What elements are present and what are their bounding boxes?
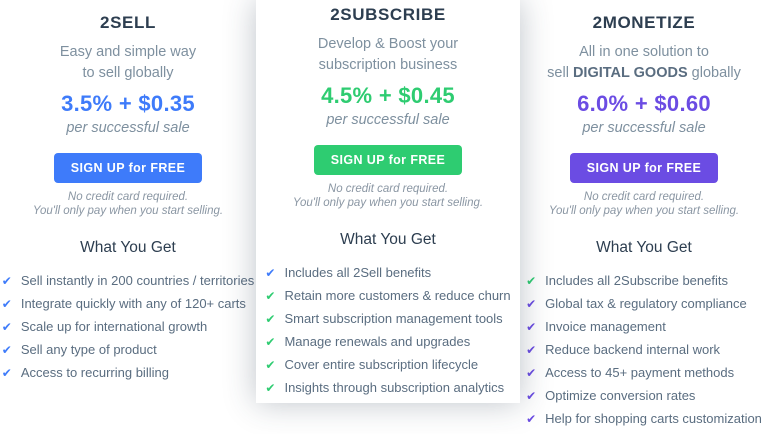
feature-text: Access to 45+ payment methods [545,365,735,380]
check-icon [265,288,275,304]
feature-text: Includes all 2Subscribe benefits [545,273,728,288]
list-item: Reduce backend internal work [526,342,762,358]
feature-text: Invoice management [545,319,666,334]
plan-description: Develop & Boost your subscription busines… [256,34,520,76]
list-item: Scale up for international growth [2,319,254,335]
features-title: What You Get [596,239,692,256]
features-list: Sell instantly in 200 countries / territ… [2,273,254,388]
plan-description-line: All in one solution to [579,44,709,60]
list-item: Invoice management [526,319,762,335]
check-icon [2,296,12,312]
disclaimer-line: No credit card required. [67,191,189,203]
check-icon [526,342,536,358]
plan-title: 2MONETIZE [592,13,696,32]
plan-description-line: Easy and simple way [59,44,197,60]
disclaimer: No credit card required. You'll only pay … [520,191,768,218]
list-item: Insights through subscription analytics [265,380,510,396]
feature-text: Includes all 2Sell benefits [284,265,432,280]
feature-text: Insights through subscription analytics [284,380,505,395]
feature-text: Reduce backend internal work [545,342,721,357]
disclaimer-line: No credit card required. [327,183,449,195]
check-icon [265,334,275,350]
list-item: Help for shopping carts customization [526,411,762,427]
feature-text: Access to recurring billing [20,365,169,380]
list-item: Manage renewals and upgrades [265,334,510,350]
plan-description: All in one solution to sell DIGITAL GOODS… [520,42,768,84]
check-icon [2,365,12,381]
disclaimer-line: You'll only pay when you start selling. [292,196,484,209]
plan-title: 2SELL [100,13,156,32]
list-item: Includes all 2Subscribe benefits [526,273,762,289]
price-note: per successful sale [326,112,450,128]
disclaimer: No credit card required. You'll only pay … [0,191,256,218]
check-icon [526,319,536,335]
feature-text: Cover entire subscription lifecycle [284,357,479,372]
plan-price: 4.5% + $0.45 [321,83,455,108]
sign-up-button[interactable]: SIGN UP for FREE [313,145,463,175]
list-item: Sell instantly in 200 countries / territ… [2,273,254,289]
check-icon [2,342,12,358]
list-item: Integrate quickly with any of 120+ carts [2,296,254,312]
features-title: What You Get [340,231,436,248]
plan-description-line: globally [687,65,741,81]
plan-title: 2SUBSCRIBE [330,5,446,24]
plan-price: 6.0% + $0.60 [577,91,711,116]
check-icon [265,265,275,281]
feature-text: Sell any type of product [20,342,157,357]
plan-card-2monetize: 2MONETIZE All in one solution to sell DIG… [520,0,768,426]
check-icon [526,273,536,289]
plan-description-highlight: DIGITAL GOODS [572,65,688,81]
check-icon [526,296,536,312]
check-icon [526,388,536,404]
disclaimer-line: You'll only pay when you start selling. [32,204,224,217]
check-icon [265,357,275,373]
feature-text: Help for shopping carts customization [545,411,762,426]
check-icon [265,311,275,327]
plan-card-2sell: 2SELL Easy and simple way to sell globall… [0,0,256,403]
features-list: Includes all 2Sell benefits Retain more … [265,265,510,403]
disclaimer-line: You'll only pay when you start selling. [548,204,740,217]
list-item: Sell any type of product [2,342,254,358]
plan-description-line: to sell globally [82,65,174,81]
sign-up-button[interactable]: SIGN UP for FREE [53,153,203,183]
feature-text: Manage renewals and upgrades [284,334,471,349]
list-item: Optimize conversion rates [526,388,762,404]
check-icon [2,319,12,335]
feature-text: Retain more customers & reduce churn [284,288,511,303]
feature-text: Scale up for international growth [20,319,208,334]
feature-text: Sell instantly in 200 countries / territ… [20,273,255,288]
list-item: Access to recurring billing [2,365,254,381]
price-note: per successful sale [66,120,190,136]
disclaimer: No credit card required. You'll only pay … [256,183,520,210]
check-icon [265,380,275,396]
plan-description-line: Develop & Boost your [317,36,459,52]
list-item: Cover entire subscription lifecycle [265,357,510,373]
features-title: What You Get [80,239,176,256]
plan-description-line: subscription business [318,57,458,73]
feature-text: Integrate quickly with any of 120+ carts [20,296,246,311]
sign-up-button[interactable]: SIGN UP for FREE [569,153,719,183]
list-item: Includes all 2Sell benefits [265,265,510,281]
check-icon [526,411,536,427]
pricing-plans-section: 2SELL Easy and simple way to sell globall… [0,0,768,403]
check-icon [526,365,536,381]
feature-text: Optimize conversion rates [545,388,696,403]
list-item: Global tax & regulatory compliance [526,296,762,312]
plan-description-line: sell [547,65,573,81]
feature-text: Smart subscription management tools [284,311,503,326]
list-item: Retain more customers & reduce churn [265,288,510,304]
plan-card-2subscribe: 2SUBSCRIBE Develop & Boost your subscript… [256,0,520,403]
plan-price: 3.5% + $0.35 [61,91,195,116]
check-icon [2,273,12,289]
plan-description: Easy and simple way to sell globally [0,42,256,84]
disclaimer-line: No credit card required. [583,191,705,203]
features-list: Includes all 2Subscribe benefits Global … [526,273,762,434]
price-note: per successful sale [582,120,706,136]
list-item: Smart subscription management tools [265,311,510,327]
feature-text: Global tax & regulatory compliance [545,296,747,311]
list-item: Access to 45+ payment methods [526,365,762,381]
